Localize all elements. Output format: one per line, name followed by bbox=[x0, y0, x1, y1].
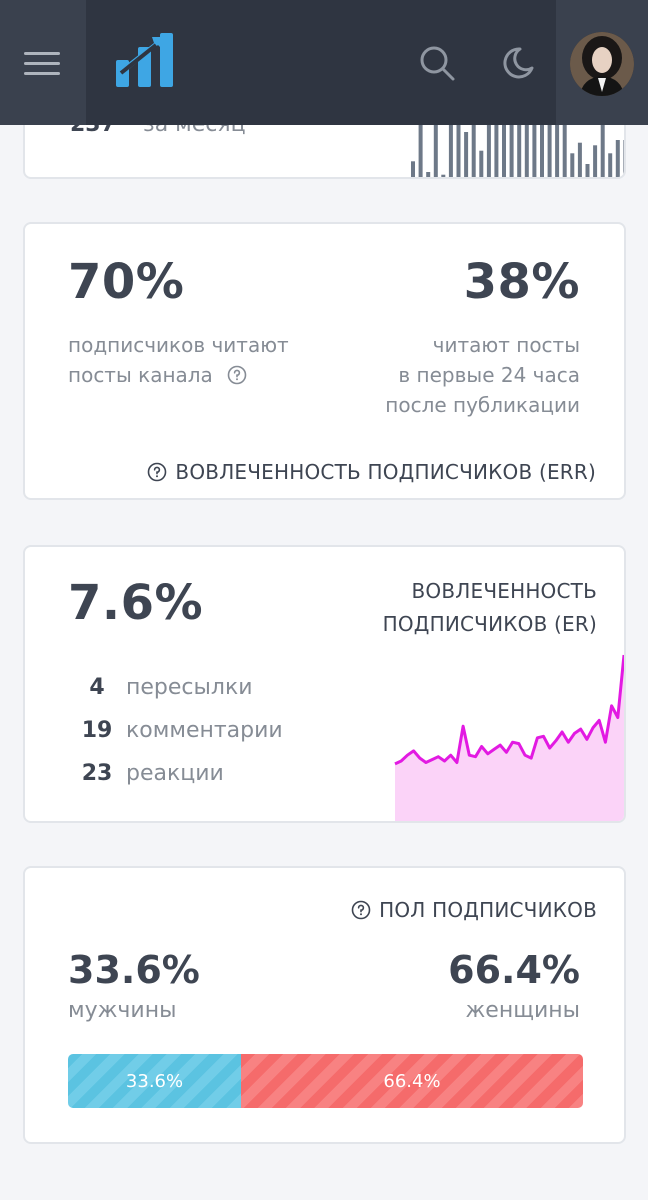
mini-bar bbox=[524, 121, 529, 177]
mini-bar bbox=[593, 145, 598, 177]
forwards-count: 4 bbox=[89, 675, 105, 700]
forwards-label: пересылки bbox=[126, 675, 253, 700]
female-label: женщины bbox=[465, 998, 580, 1023]
mini-bar bbox=[471, 116, 476, 177]
err-engagement-card: 70% 38% подписчиков читают посты канала … bbox=[23, 222, 626, 500]
mini-bar bbox=[585, 164, 590, 177]
first-day-description-line3: после публикации bbox=[385, 393, 580, 417]
female-bar-segment: 66.4% bbox=[241, 1054, 583, 1108]
help-circle-icon[interactable] bbox=[147, 462, 167, 482]
readers-description: подписчиков читают посты канала bbox=[68, 330, 289, 390]
readers-description-line1: подписчиков читают bbox=[68, 333, 289, 357]
gender-card: ПОЛ ПОДПИСЧИКОВ 33.6% 66.4% мужчины женщ… bbox=[23, 866, 626, 1144]
gender-title-text: ПОЛ ПОДПИСЧИКОВ bbox=[379, 898, 597, 922]
stat-row-reactions: 23 реакции bbox=[68, 752, 283, 795]
help-circle-icon[interactable] bbox=[227, 365, 247, 385]
er-percent: 7.6% bbox=[68, 575, 204, 631]
readers-description-line2: посты канала bbox=[68, 360, 289, 390]
mini-bar bbox=[433, 116, 438, 177]
male-label: мужчины bbox=[68, 998, 177, 1023]
mini-bar bbox=[555, 116, 560, 177]
mini-bar bbox=[623, 140, 624, 177]
reactions-label: реакции bbox=[126, 761, 224, 786]
male-bar-segment: 33.6% bbox=[68, 1054, 242, 1108]
comments-count: 19 bbox=[81, 718, 113, 743]
er-title-line1: ВОВЛЕЧЕННОСТЬ bbox=[383, 575, 597, 608]
readers-description-line2-text: посты канала bbox=[68, 363, 213, 387]
mini-bar bbox=[615, 140, 620, 177]
monthly-mini-bar-chart bbox=[411, 116, 624, 177]
mini-bar bbox=[502, 116, 506, 177]
gender-split-bar: 33.6% 66.4% bbox=[68, 1054, 583, 1108]
moon-icon[interactable] bbox=[498, 44, 536, 82]
mini-bar bbox=[547, 116, 552, 177]
mini-bar bbox=[441, 174, 446, 177]
er-sparkline-chart bbox=[394, 654, 624, 821]
mini-bar bbox=[562, 116, 567, 177]
er-stats-list: 4 пересылки 19 комментарии 23 реакции bbox=[68, 666, 283, 795]
stat-row-forwards: 4 пересылки bbox=[68, 666, 283, 709]
mini-bar bbox=[494, 116, 499, 177]
mini-bar bbox=[540, 116, 544, 177]
mini-bar bbox=[608, 153, 613, 177]
first-day-description-line1: читают посты bbox=[432, 333, 580, 357]
mini-bar bbox=[456, 116, 461, 177]
mini-bar bbox=[486, 116, 491, 177]
mini-bar bbox=[577, 142, 582, 177]
er-engagement-card: 7.6% ВОВЛЕЧЕННОСТЬ ПОДПИСЧИКОВ (ER) 4 пе… bbox=[23, 545, 626, 823]
mini-bar bbox=[448, 116, 453, 177]
mini-bar bbox=[418, 124, 423, 177]
stat-row-comments: 19 комментарии bbox=[68, 709, 283, 752]
err-footer-label: ВОВЛЕЧЕННОСТЬ ПОДПИСЧИКОВ (ERR) bbox=[147, 460, 596, 484]
sparkline-area bbox=[395, 655, 624, 821]
top-navigation-bar bbox=[0, 0, 648, 125]
mini-bar bbox=[532, 116, 537, 177]
female-percent: 66.4% bbox=[448, 948, 580, 992]
first-day-readers-description: читают посты в первые 24 часа после публ… bbox=[385, 330, 580, 420]
reactions-count: 23 bbox=[81, 761, 113, 786]
comments-label: комментарии bbox=[126, 718, 283, 743]
bar-chart-logo-icon[interactable] bbox=[116, 33, 174, 87]
avatar-portrait-icon bbox=[570, 32, 634, 96]
mini-bar bbox=[411, 161, 415, 177]
er-title-line1-text: ВОВЛЕЧЕННОСТЬ bbox=[411, 579, 597, 603]
mini-bar bbox=[517, 116, 522, 177]
gender-title: ПОЛ ПОДПИСЧИКОВ bbox=[351, 898, 597, 922]
hamburger-menu-icon[interactable] bbox=[23, 48, 61, 78]
user-avatar[interactable] bbox=[570, 32, 634, 96]
mini-bar bbox=[509, 116, 514, 177]
mini-bar bbox=[464, 132, 469, 177]
readers-percent: 70% bbox=[68, 254, 185, 310]
er-title-line2: ПОДПИСЧИКОВ (ER) bbox=[382, 612, 597, 636]
sparkline-line bbox=[394, 654, 624, 766]
male-percent: 33.6% bbox=[68, 948, 200, 992]
mini-bar bbox=[426, 172, 431, 177]
help-circle-icon[interactable] bbox=[351, 900, 371, 920]
mini-bar bbox=[479, 150, 484, 177]
first-day-description-line2: в первые 24 часа bbox=[398, 363, 580, 387]
mini-bar bbox=[600, 116, 605, 177]
er-title: ВОВЛЕЧЕННОСТЬ ПОДПИСЧИКОВ (ER) bbox=[383, 575, 597, 641]
mini-bar bbox=[570, 153, 575, 177]
first-day-readers-percent: 38% bbox=[463, 254, 580, 310]
search-icon[interactable] bbox=[418, 44, 456, 82]
err-footer-text: ВОВЛЕЧЕННОСТЬ ПОДПИСЧИКОВ (ERR) bbox=[175, 460, 596, 484]
